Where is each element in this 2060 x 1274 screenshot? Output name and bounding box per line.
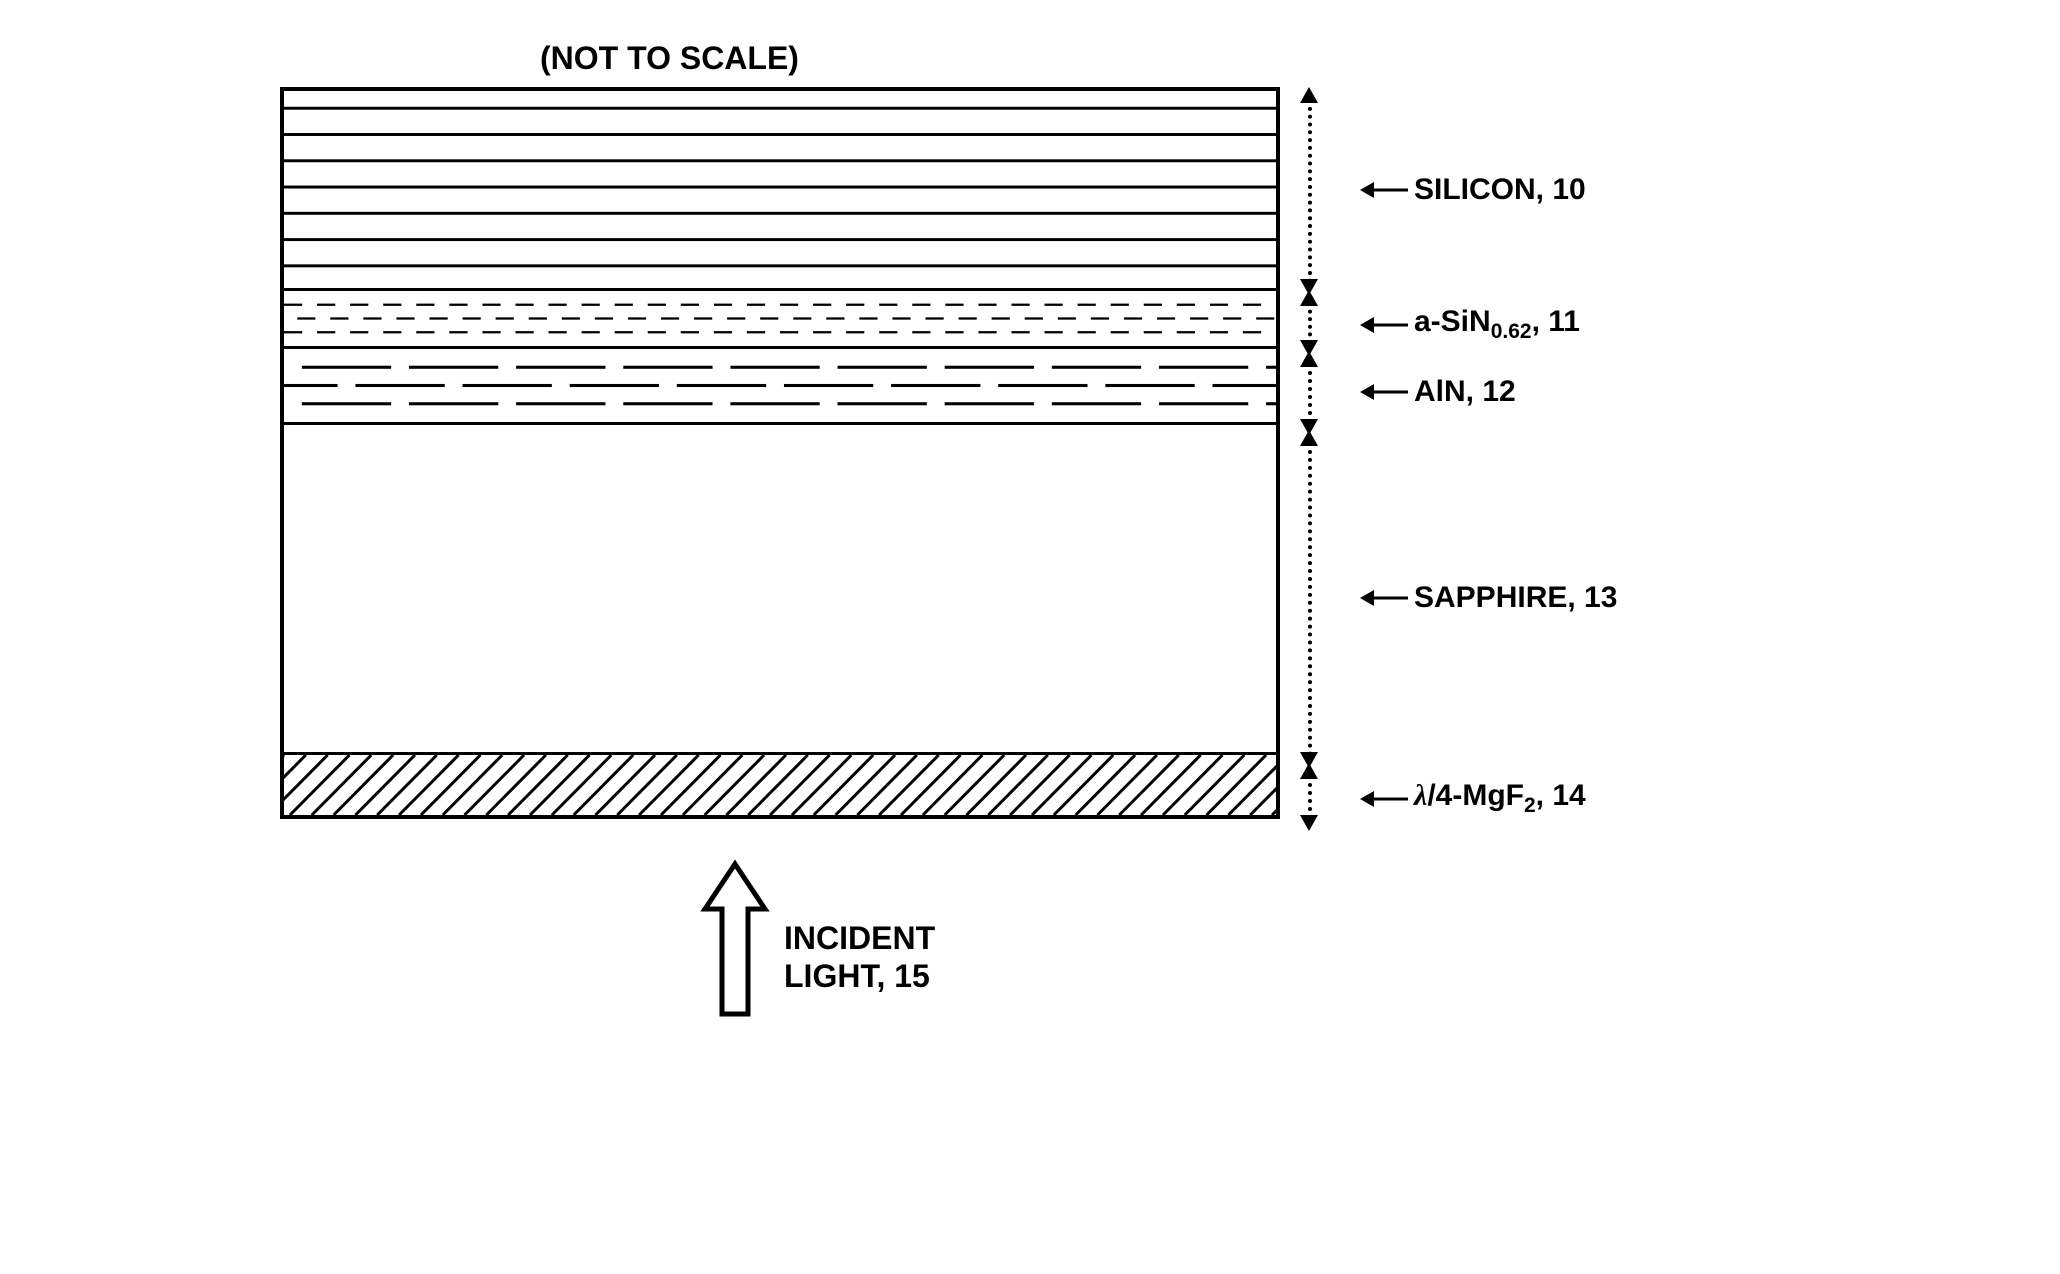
layer-mgf2 [284,755,1276,815]
dimension-column [1288,87,1358,831]
layer-stack [280,87,1280,819]
incident-light-label: INCIDENT LIGHT, 15 [784,919,935,996]
leader-arrow-icon [1358,585,1408,611]
layer-sapphire [284,425,1276,755]
dim-cap-top-aln [1298,349,1320,371]
leader-arrow-icon [1358,312,1408,338]
label-asin: a-SiN0.62, 11 [1358,305,1580,344]
label-text-silicon: SILICON, 10 [1414,173,1586,207]
leader-arrow-icon [1358,177,1408,203]
label-column: SILICON, 10 a-SiN0.62, 11 AlN, 12 SAPPHIRE,… [1358,87,1778,831]
diagram-container: (NOT TO SCALE) SILICON, 10 a-SiN0.62, 11 A… [280,40,1780,1024]
dim-bracket-aln [1308,363,1312,423]
dim-cap-top-mgf2 [1298,761,1320,783]
label-mgf2: λ/4-MgF2, 14 [1358,779,1586,818]
incident-light-group: INCIDENT LIGHT, 15 [700,859,1780,1024]
label-aln: AlN, 12 [1358,375,1516,409]
incident-arrow-icon [700,859,770,1024]
dim-bracket-silicon [1308,99,1312,283]
label-text-aln: AlN, 12 [1414,375,1516,409]
layer-asin [284,291,1276,349]
incident-line2: LIGHT, 15 [784,957,935,995]
dim-cap-top-sapphire [1298,428,1320,450]
dim-bracket-sapphire [1308,442,1312,756]
layer-silicon [284,91,1276,291]
incident-line1: INCIDENT [784,919,935,957]
leader-arrow-icon [1358,786,1408,812]
label-sapphire: SAPPHIRE, 13 [1358,581,1617,615]
main-row: SILICON, 10 a-SiN0.62, 11 AlN, 12 SAPPHIRE,… [280,87,1780,831]
label-text-mgf2: λ/4-MgF2, 14 [1414,779,1586,818]
dim-cap-top-silicon [1298,85,1320,107]
label-text-asin: a-SiN0.62, 11 [1414,305,1580,344]
layer-aln [284,349,1276,425]
label-text-sapphire: SAPPHIRE, 13 [1414,581,1617,615]
leader-arrow-icon [1358,379,1408,405]
dim-cap-bot-mgf2 [1298,811,1320,833]
diagram-title: (NOT TO SCALE) [540,40,1780,77]
label-silicon: SILICON, 10 [1358,173,1586,207]
dim-cap-top-asin [1298,288,1320,310]
